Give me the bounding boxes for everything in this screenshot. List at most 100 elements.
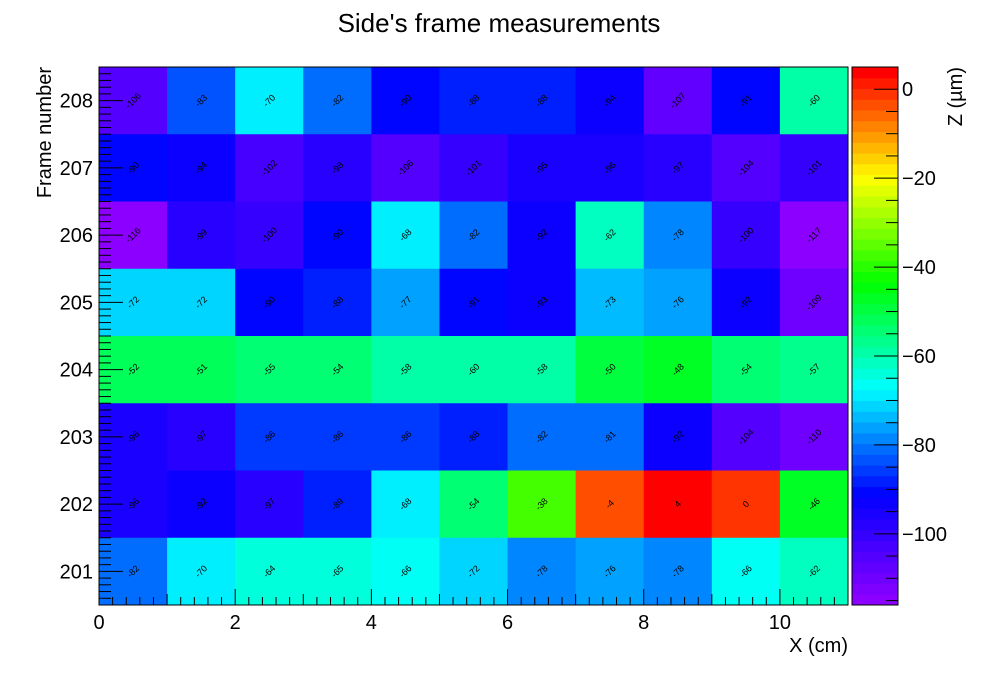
z-tick-label: 0 (902, 79, 913, 101)
heatmap-cell (167, 268, 236, 337)
y-axis: 201 202 203 204 205 206 207 208 (60, 66, 123, 606)
palette-band (852, 551, 898, 563)
heatmap-cell (779, 134, 849, 202)
palette-band (852, 196, 898, 208)
heatmap-cell (779, 67, 849, 135)
palette-band (852, 131, 898, 143)
y-tick-label: 204 (60, 360, 93, 382)
x-tick-label: 10 (769, 612, 791, 634)
y-tick-label: 208 (60, 91, 93, 113)
palette-band (852, 540, 898, 552)
palette-band (852, 400, 898, 412)
z-axis: 0 −20 −40 −60 −80 −100 (874, 66, 947, 602)
heatmap-cell (643, 470, 713, 539)
heatmap-cell (575, 201, 645, 270)
cell-value-label: 0 (741, 499, 752, 510)
z-tick-label: −100 (902, 524, 947, 546)
heatmap-cell (779, 268, 849, 337)
palette-band (852, 249, 898, 262)
palette-band (852, 443, 898, 455)
heatmap-cell (507, 537, 577, 606)
heatmap-cell (643, 537, 713, 606)
heatmap-cell (575, 268, 645, 337)
palette-band (852, 120, 898, 133)
heatmap-cell (167, 134, 236, 202)
palette-band (852, 475, 898, 488)
heatmap-cell (235, 403, 304, 471)
palette-band (852, 594, 898, 606)
x-tick-label: 0 (93, 612, 104, 634)
y-tick-label: 203 (60, 427, 93, 449)
palette-band (852, 561, 898, 574)
heatmap-cell (303, 336, 372, 404)
palette-band (852, 508, 898, 520)
heatmap-cell (371, 201, 440, 270)
y-tick-label: 202 (60, 494, 93, 516)
heatmap-cell (167, 537, 236, 606)
heatmap-cell (371, 470, 440, 539)
heatmap-cell (779, 470, 849, 539)
heatmap-cell (507, 336, 577, 404)
heatmap-cell (235, 67, 304, 135)
x-tick-label: 6 (502, 612, 513, 634)
heatmap-cell (235, 470, 304, 539)
palette-band (852, 77, 898, 90)
x-tick-label: 2 (230, 612, 241, 634)
palette-band (852, 110, 898, 122)
heatmap-cell (303, 134, 372, 202)
heatmap-cell (643, 403, 713, 471)
palette-band (852, 185, 898, 197)
palette-band (852, 314, 898, 326)
heatmap-cell (643, 201, 713, 270)
palette-band (852, 239, 898, 251)
palette-band (852, 422, 898, 434)
x-axis-label: X (cm) (789, 635, 848, 657)
heatmap-cell (439, 268, 509, 337)
palette-band (852, 368, 898, 380)
heatmap-cell (507, 201, 577, 270)
palette-band (852, 228, 898, 240)
heatmap-cell (371, 336, 440, 404)
heatmap-cell (711, 67, 781, 135)
chart-title: Side's frame measurements (338, 8, 661, 38)
heatmap-cell (575, 470, 645, 539)
heatmap-cell (371, 537, 440, 606)
heatmap-cell (167, 67, 236, 135)
x-tick-label: 4 (366, 612, 377, 634)
heatmap-cell (507, 403, 577, 471)
palette-band (852, 336, 898, 348)
heatmap-cell (439, 470, 509, 539)
z-tick-label: −60 (902, 346, 936, 368)
z-axis-label: Z (µm) (945, 67, 967, 126)
heatmap-cell (235, 336, 304, 404)
color-palette (851, 66, 899, 606)
heatmap-cell (439, 537, 509, 606)
heatmap-cell (439, 336, 509, 404)
x-axis: 0 2 4 6 8 10 (93, 589, 849, 634)
heatmap-cell (371, 403, 440, 471)
heatmap-cell (235, 201, 304, 270)
palette-band (852, 572, 898, 584)
palette-band (852, 379, 898, 391)
palette-band (852, 271, 898, 283)
palette-band (852, 99, 898, 111)
x-tick-label: 8 (638, 612, 649, 634)
palette-band (852, 88, 898, 100)
palette-band (852, 432, 898, 445)
palette-band (852, 411, 898, 423)
palette-band (852, 292, 898, 305)
heatmap-cell (167, 470, 236, 539)
heatmap-cell (439, 134, 509, 202)
heatmap-cell (507, 470, 577, 539)
palette-band (852, 454, 898, 466)
heatmap-cell (167, 336, 236, 404)
z-tick-label: −80 (902, 435, 936, 457)
heatmap-cell (507, 268, 577, 337)
y-tick-label: 206 (60, 225, 93, 247)
heatmap-cell (507, 134, 577, 202)
heatmap-cell (507, 67, 577, 135)
heatmap-cell (235, 134, 304, 202)
heatmap-cell (575, 537, 645, 606)
heatmap-cell (711, 336, 781, 404)
